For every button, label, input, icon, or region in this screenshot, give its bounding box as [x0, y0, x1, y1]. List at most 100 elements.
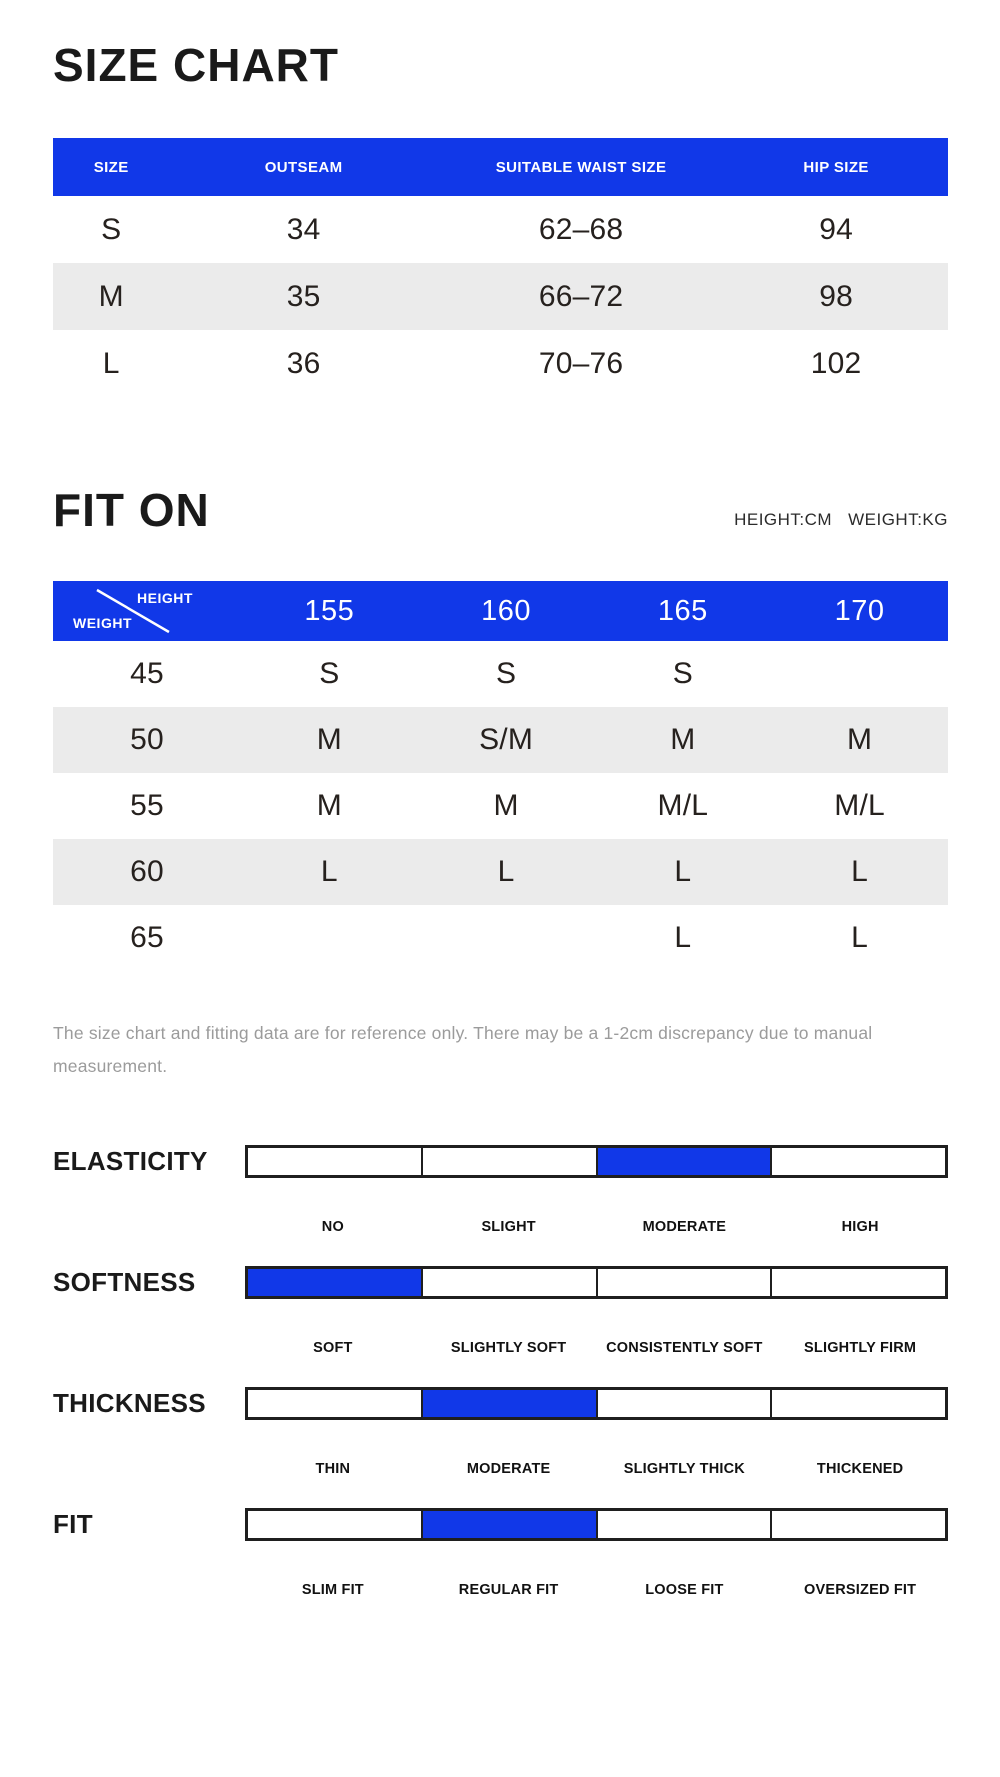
- option-label: SLIGHTLY THICK: [623, 1461, 745, 1477]
- option-label: HIGH: [841, 1219, 879, 1235]
- elasticity-bar: [245, 1145, 948, 1178]
- size-cell: S: [101, 212, 122, 246]
- fit-cell: [771, 641, 948, 707]
- fit-on-title: FIT ON: [53, 484, 210, 536]
- outseam-cell: 34: [286, 212, 321, 246]
- fit-cell: M/L: [834, 789, 885, 822]
- fit-cell: M/L: [657, 789, 709, 822]
- weight-row-55: 55 M M M/L M/L: [53, 773, 948, 839]
- size-chart-header-row: SIZE OUTSEAM SUITABLE WAIST SIZE HIP SIZ…: [53, 138, 948, 196]
- option-label: OVERSIZED FIT: [804, 1582, 917, 1598]
- fit-on-header-row: HEIGHT WEIGHT 155 160 165 170: [53, 581, 948, 641]
- product-spec-scales: ELASTICITY NO SLIGHT MODERATE HIGH SOFTN…: [53, 1145, 948, 1598]
- elasticity-options: NO SLIGHT MODERATE HIGH: [245, 1219, 948, 1235]
- option-label: CONSISTENTLY SOFT: [606, 1340, 763, 1356]
- option-label: REGULAR FIT: [458, 1582, 559, 1598]
- hip-cell: 98: [819, 279, 853, 313]
- thickness-bar: [245, 1387, 948, 1420]
- corner-height-label: HEIGHT: [137, 590, 193, 606]
- bar-segment: [595, 1269, 771, 1296]
- softness-options: SOFT SLIGHTLY SOFT CONSISTENTLY SOFT SLI…: [245, 1340, 948, 1356]
- size-cell: L: [102, 346, 120, 380]
- spec-fit: FIT SLIM FIT REGULAR FIT LOOSE FIT OVERS…: [53, 1508, 948, 1598]
- fit-cell: L: [497, 855, 515, 888]
- fit-cell: L: [674, 921, 692, 954]
- hip-cell: 102: [810, 346, 862, 380]
- bar-segment: [595, 1390, 771, 1417]
- weight-row-65: 65 L L: [53, 905, 948, 971]
- option-label: SLIGHT: [481, 1219, 536, 1235]
- fit-cell: M: [846, 723, 873, 756]
- bar-segment: [420, 1148, 596, 1175]
- bar-segment: [770, 1269, 945, 1296]
- fit-bar: [245, 1508, 948, 1541]
- option-label: NO: [321, 1219, 344, 1235]
- bar-segment: [248, 1269, 421, 1296]
- weight-cell: 60: [130, 855, 164, 888]
- height-col-165: 165: [594, 581, 772, 641]
- fit-options: SLIM FIT REGULAR FIT LOOSE FIT OVERSIZED…: [245, 1582, 948, 1598]
- outseam-cell: 36: [286, 346, 321, 380]
- bar-segment: [420, 1511, 596, 1538]
- size-chart-table: SIZE OUTSEAM SUITABLE WAIST SIZE HIP SIZ…: [53, 138, 948, 397]
- fit-cell: S: [672, 657, 693, 690]
- fit-cell: M: [670, 723, 696, 756]
- weight-row-45: 45 S S S: [53, 641, 948, 707]
- weight-row-60: 60 L L L L: [53, 839, 948, 905]
- size-chart-header-outseam: OUTSEAM: [169, 138, 438, 196]
- fit-cell: L: [320, 855, 338, 888]
- option-label: SLIGHTLY SOFT: [450, 1340, 567, 1356]
- fit-cell: S: [495, 657, 517, 690]
- weight-unit-label: WEIGHT:KG: [848, 510, 948, 529]
- size-chart-title: SIZE CHART: [53, 39, 339, 91]
- fit-cell: M: [316, 723, 342, 756]
- thickness-label: THICKNESS: [53, 1388, 206, 1418]
- fit-on-header: FIT ON HEIGHT:CM WEIGHT:KG: [53, 487, 948, 533]
- bar-segment: [248, 1390, 421, 1417]
- size-chart-header-hip: HIP SIZE: [724, 138, 948, 196]
- option-label: SLIM FIT: [301, 1582, 364, 1598]
- weight-cell: 50: [130, 723, 164, 756]
- option-label: MODERATE: [642, 1219, 727, 1235]
- option-label: MODERATE: [466, 1461, 551, 1477]
- size-chart-header-waist: SUITABLE WAIST SIZE: [437, 138, 725, 196]
- corner-cell: HEIGHT WEIGHT: [53, 581, 241, 641]
- fit-cell: [241, 905, 418, 971]
- weight-cell: 45: [130, 657, 164, 690]
- bar-segment: [770, 1148, 945, 1175]
- spec-thickness: THICKNESS THIN MODERATE SLIGHTLY THICK T…: [53, 1387, 948, 1477]
- fit-cell: L: [851, 921, 869, 954]
- option-label: SOFT: [313, 1340, 353, 1356]
- size-row-s: S 34 62–68 94: [53, 196, 948, 263]
- softness-bar: [245, 1266, 948, 1299]
- size-row-m: M 35 66–72 98: [53, 263, 948, 330]
- fit-label: FIT: [53, 1509, 93, 1539]
- fit-cell: [418, 905, 595, 971]
- bar-segment: [248, 1148, 421, 1175]
- units-note: HEIGHT:CM WEIGHT:KG: [734, 510, 948, 533]
- fit-cell: M: [316, 789, 342, 822]
- outseam-cell: 35: [286, 279, 321, 313]
- size-cell: M: [98, 279, 124, 313]
- fit-cell: S/M: [479, 723, 534, 756]
- fit-cell: M: [493, 789, 519, 822]
- option-label: THICKENED: [816, 1461, 904, 1477]
- fit-cell: L: [851, 855, 869, 888]
- bar-segment: [420, 1390, 596, 1417]
- size-chart-header-size: SIZE: [53, 138, 170, 196]
- option-label: THIN: [315, 1461, 351, 1477]
- waist-cell: 62–68: [538, 212, 624, 246]
- fit-cell: L: [674, 855, 692, 888]
- weight-cell: 55: [130, 789, 164, 822]
- height-unit-label: HEIGHT:CM: [734, 510, 833, 529]
- bar-segment: [595, 1511, 771, 1538]
- height-col-160: 160: [417, 581, 595, 641]
- waist-cell: 66–72: [538, 279, 624, 313]
- weight-cell: 65: [130, 921, 164, 954]
- fit-cell: S: [319, 657, 340, 690]
- option-label: LOOSE FIT: [645, 1582, 724, 1598]
- diagonal-line-icon: [96, 588, 170, 634]
- bar-segment: [770, 1511, 945, 1538]
- hip-cell: 94: [819, 212, 853, 246]
